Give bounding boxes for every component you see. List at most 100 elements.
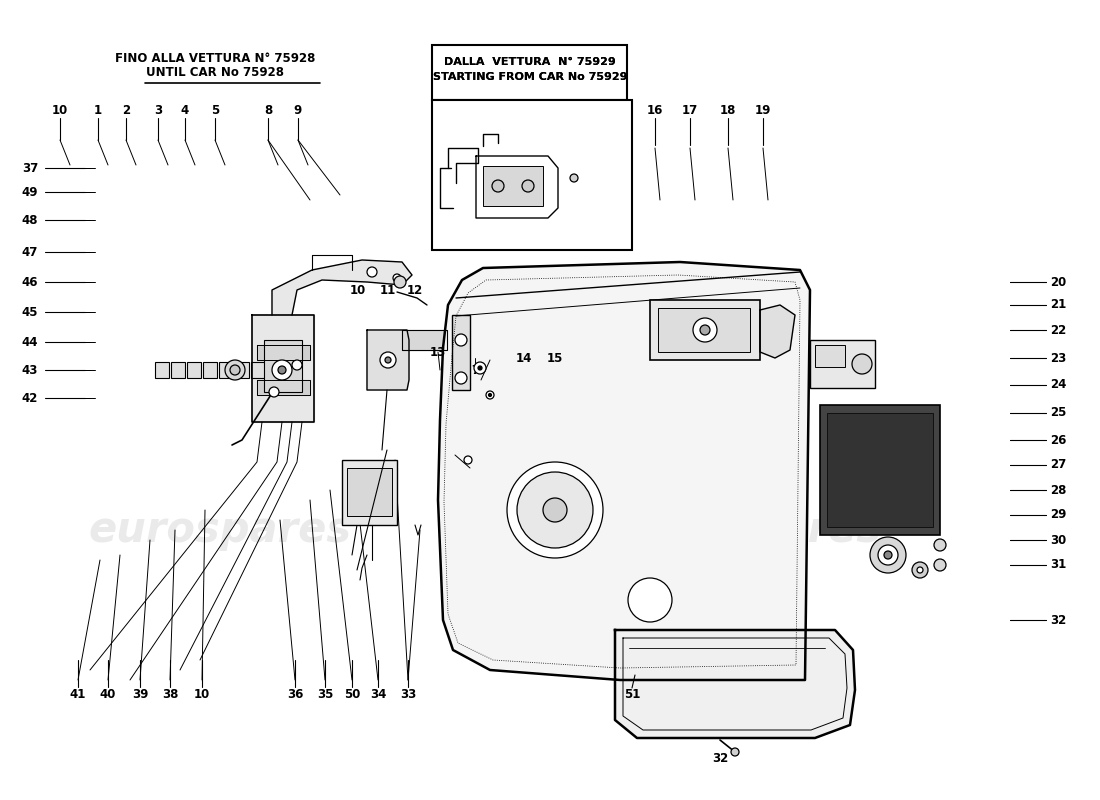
Circle shape bbox=[517, 472, 593, 548]
Text: 56: 56 bbox=[579, 109, 595, 122]
Text: eurospares: eurospares bbox=[88, 509, 352, 551]
Text: 22: 22 bbox=[1049, 323, 1066, 337]
Text: 25: 25 bbox=[1049, 406, 1066, 419]
Bar bbox=[432, 45, 627, 100]
Text: 1: 1 bbox=[94, 103, 102, 117]
Text: 11: 11 bbox=[379, 283, 396, 297]
Circle shape bbox=[478, 366, 482, 370]
Text: 24: 24 bbox=[1049, 378, 1066, 391]
Circle shape bbox=[272, 360, 292, 380]
Text: 30: 30 bbox=[1049, 534, 1066, 546]
Text: 12: 12 bbox=[407, 283, 424, 297]
Text: 46: 46 bbox=[22, 275, 38, 289]
Polygon shape bbox=[367, 330, 409, 390]
Circle shape bbox=[455, 372, 468, 384]
Text: 37: 37 bbox=[22, 162, 38, 174]
Circle shape bbox=[522, 180, 534, 192]
Text: 39: 39 bbox=[132, 689, 148, 702]
Text: 13: 13 bbox=[430, 346, 447, 358]
Circle shape bbox=[884, 551, 892, 559]
Text: 2: 2 bbox=[122, 103, 130, 117]
Text: eurospares: eurospares bbox=[618, 509, 881, 551]
Bar bbox=[235, 362, 249, 378]
Circle shape bbox=[270, 387, 279, 397]
Bar bbox=[810, 340, 875, 388]
Text: 4: 4 bbox=[180, 103, 189, 117]
Circle shape bbox=[570, 174, 578, 182]
Text: 50: 50 bbox=[344, 689, 360, 702]
Polygon shape bbox=[257, 345, 310, 360]
Text: 41: 41 bbox=[69, 689, 86, 702]
Circle shape bbox=[628, 578, 672, 622]
Text: 48: 48 bbox=[22, 214, 38, 226]
Polygon shape bbox=[272, 260, 412, 315]
Circle shape bbox=[226, 360, 245, 380]
Circle shape bbox=[385, 357, 390, 363]
Text: DALLA  VETTURA  N° 75929: DALLA VETTURA N° 75929 bbox=[444, 57, 616, 67]
Text: FINO ALLA VETTURA N° 75928: FINO ALLA VETTURA N° 75928 bbox=[114, 51, 316, 65]
Circle shape bbox=[394, 276, 406, 288]
Bar bbox=[483, 166, 543, 206]
Bar bbox=[452, 315, 470, 390]
Text: 18: 18 bbox=[719, 103, 736, 117]
Circle shape bbox=[878, 545, 898, 565]
Polygon shape bbox=[476, 156, 558, 218]
Text: 6: 6 bbox=[286, 346, 294, 358]
Circle shape bbox=[543, 498, 566, 522]
Text: STARTING FROM CAR No 75929: STARTING FROM CAR No 75929 bbox=[432, 72, 627, 82]
Text: 7: 7 bbox=[471, 363, 480, 377]
Bar bbox=[264, 340, 303, 392]
Circle shape bbox=[732, 748, 739, 756]
Text: 33: 33 bbox=[400, 689, 416, 702]
Polygon shape bbox=[760, 305, 795, 358]
Circle shape bbox=[917, 567, 923, 573]
Text: 10: 10 bbox=[350, 283, 366, 297]
Text: STARTING FROM CAR No 75929: STARTING FROM CAR No 75929 bbox=[432, 72, 627, 82]
Polygon shape bbox=[252, 315, 314, 422]
Text: 36: 36 bbox=[287, 689, 304, 702]
Text: 21: 21 bbox=[1049, 298, 1066, 311]
Bar bbox=[820, 405, 940, 535]
Text: 47: 47 bbox=[22, 246, 38, 258]
Text: 27: 27 bbox=[1049, 458, 1066, 471]
Circle shape bbox=[379, 352, 396, 368]
Polygon shape bbox=[615, 630, 855, 738]
Text: 28: 28 bbox=[1049, 483, 1066, 497]
Text: 32: 32 bbox=[1049, 614, 1066, 626]
Text: 40: 40 bbox=[100, 689, 117, 702]
Text: 43: 43 bbox=[22, 363, 38, 377]
Text: 8: 8 bbox=[264, 103, 272, 117]
Text: 8: 8 bbox=[502, 109, 510, 122]
Polygon shape bbox=[438, 262, 810, 680]
Bar bbox=[170, 362, 185, 378]
Bar bbox=[650, 300, 760, 360]
Bar bbox=[346, 468, 392, 516]
Bar bbox=[204, 362, 217, 378]
Text: 16: 16 bbox=[647, 103, 663, 117]
Circle shape bbox=[486, 391, 494, 399]
Bar bbox=[155, 362, 169, 378]
Text: 4: 4 bbox=[460, 109, 469, 122]
Polygon shape bbox=[257, 380, 310, 395]
Circle shape bbox=[934, 539, 946, 551]
Circle shape bbox=[507, 462, 603, 558]
Circle shape bbox=[278, 366, 286, 374]
Circle shape bbox=[852, 354, 872, 374]
Text: 38: 38 bbox=[162, 689, 178, 702]
Text: 49: 49 bbox=[22, 186, 38, 198]
Text: 5: 5 bbox=[211, 103, 219, 117]
Circle shape bbox=[455, 334, 468, 346]
Bar bbox=[827, 413, 933, 527]
Circle shape bbox=[393, 274, 402, 282]
Text: 23: 23 bbox=[1049, 351, 1066, 365]
Text: 55: 55 bbox=[561, 235, 578, 249]
Text: 44: 44 bbox=[22, 335, 38, 349]
Polygon shape bbox=[448, 148, 478, 183]
Circle shape bbox=[870, 537, 906, 573]
Circle shape bbox=[700, 325, 710, 335]
Bar bbox=[251, 362, 265, 378]
Bar bbox=[187, 362, 201, 378]
Text: 42: 42 bbox=[22, 391, 38, 405]
Text: 51: 51 bbox=[624, 689, 640, 702]
Circle shape bbox=[464, 456, 472, 464]
